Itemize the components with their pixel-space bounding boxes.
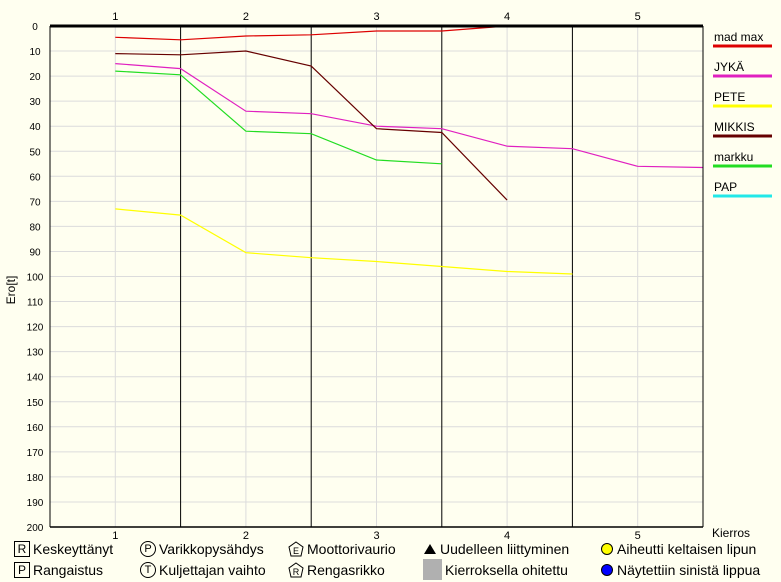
series-legend: mad max JYKÄ PETE MIKKIS markku PAP — [713, 30, 772, 198]
legend-item-keltainen-lippu: Aiheutti keltaisen lipun — [600, 541, 756, 557]
pit-boundaries — [180, 26, 573, 527]
x-tick-label: 3 — [373, 530, 379, 541]
y-axis-label: Ero[t] — [4, 276, 18, 305]
legend-entry-label: PAP — [714, 180, 737, 194]
y-tick-label: 150 — [27, 398, 44, 409]
legend-entry-label: PETE — [714, 90, 745, 104]
legend-item-kuljettajan-vaihto: T Kuljettajan vaihto — [140, 562, 266, 578]
legend-label: Varikkopysähdys — [159, 541, 264, 557]
legend-entry-label: JYKÄ — [714, 60, 744, 74]
series-line-mikkis — [115, 50, 508, 201]
y-tick-label: 190 — [27, 498, 44, 509]
legend-entry-label: MIKKIS — [714, 120, 755, 134]
y-tick-label: 120 — [27, 323, 44, 334]
lap-chart: 0 10 20 30 40 50 60 70 80 90 100 110 120 130 140 150 160… — [4, 11, 772, 541]
legend-item-keskeyttanyt: R Keskeyttänyt — [14, 541, 113, 557]
svg-text:R: R — [293, 567, 300, 577]
penalty-icon: P — [14, 562, 30, 578]
legend-entry-label: mad max — [714, 30, 763, 44]
series-line-pete — [115, 208, 573, 275]
y-tick-label: 100 — [27, 273, 44, 284]
axes: 0 10 20 30 40 50 60 70 80 90 100 110 120 130 140 150 160… — [27, 11, 704, 541]
y-tick-label: 0 — [32, 22, 38, 33]
y-tick-label: 90 — [29, 247, 41, 258]
svg-text:E: E — [293, 546, 299, 556]
x-tick-label: 1 — [112, 530, 118, 541]
y-tick-label: 160 — [27, 423, 44, 434]
y-tick-label: 70 — [29, 197, 41, 208]
x-tick-label: 2 — [243, 530, 249, 541]
legend-label: Uudelleen liittyminen — [440, 541, 570, 557]
legend-item-varikkopysahdys: P Varikkopysähdys — [140, 541, 264, 557]
series-line-jykä — [115, 63, 704, 169]
symbol-legend: R Keskeyttänyt P Varikkopysähdys E Moott… — [14, 541, 779, 582]
retired-icon: R — [14, 541, 30, 557]
y-tick-label: 10 — [29, 47, 41, 58]
y-tick-label: 180 — [27, 473, 44, 484]
rejoin-triangle-icon — [424, 544, 436, 554]
x-tick-label-top: 3 — [373, 11, 379, 23]
lapped-gray-box-icon — [423, 559, 442, 580]
y-tick-label: 60 — [29, 172, 41, 183]
legend-item-sininen-lippu: Näytettiin sinistä lippua — [600, 562, 760, 578]
pit-stop-icon: P — [140, 541, 156, 557]
y-tick-label: 200 — [27, 523, 44, 534]
legend-label: Näytettiin sinistä lippua — [617, 562, 761, 578]
legend-item-ohitettu: Kierroksella ohitettu — [423, 559, 568, 580]
y-tick-label: 140 — [27, 373, 44, 384]
legend-item-moottorivaurio: E Moottorivaurio — [288, 541, 396, 557]
series-lines — [115, 25, 704, 275]
y-tick-label: 170 — [27, 448, 44, 459]
blue-flag-dot-icon — [601, 564, 613, 576]
legend-item-rengasrikko: R Rengasrikko — [288, 562, 385, 578]
grid — [50, 25, 703, 528]
y-tick-label: 40 — [29, 122, 41, 133]
x-tick-label: 5 — [635, 530, 641, 541]
legend-entry-label: markku — [714, 150, 753, 164]
y-tick-label: 130 — [27, 348, 44, 359]
x-tick-label-top: 1 — [112, 11, 118, 23]
legend-label: Kuljettajan vaihto — [159, 562, 266, 578]
y-tick-label: 110 — [27, 298, 43, 309]
y-tick-label: 50 — [29, 147, 41, 158]
tyre-failure-icon: R — [288, 562, 304, 578]
legend-item-uudelleen-liittyminen: Uudelleen liittyminen — [423, 541, 569, 557]
x-tick-label-top: 5 — [635, 11, 641, 23]
legend-label: Rengasrikko — [307, 562, 385, 578]
legend-label: Kierroksella ohitettu — [445, 561, 568, 578]
y-tick-label: 80 — [29, 222, 41, 233]
legend-label: Aiheutti keltaisen lipun — [617, 541, 757, 557]
engine-failure-icon: E — [288, 541, 304, 557]
legend-item-rangaistus: P Rangaistus — [14, 562, 103, 578]
legend-label: Keskeyttänyt — [33, 541, 114, 557]
x-tick-label-top: 4 — [504, 11, 510, 23]
x-axis-label: Kierros — [712, 526, 750, 540]
y-tick-label: 20 — [29, 72, 41, 83]
series-line-markku — [115, 70, 442, 165]
legend-label: Rangaistus — [33, 562, 104, 578]
x-tick-label: 4 — [504, 530, 510, 541]
yellow-flag-dot-icon — [601, 543, 613, 555]
driver-change-icon: T — [140, 562, 156, 578]
y-tick-label: 30 — [29, 97, 41, 108]
legend-label: Moottorivaurio — [307, 541, 396, 557]
x-tick-label-top: 2 — [243, 11, 249, 23]
